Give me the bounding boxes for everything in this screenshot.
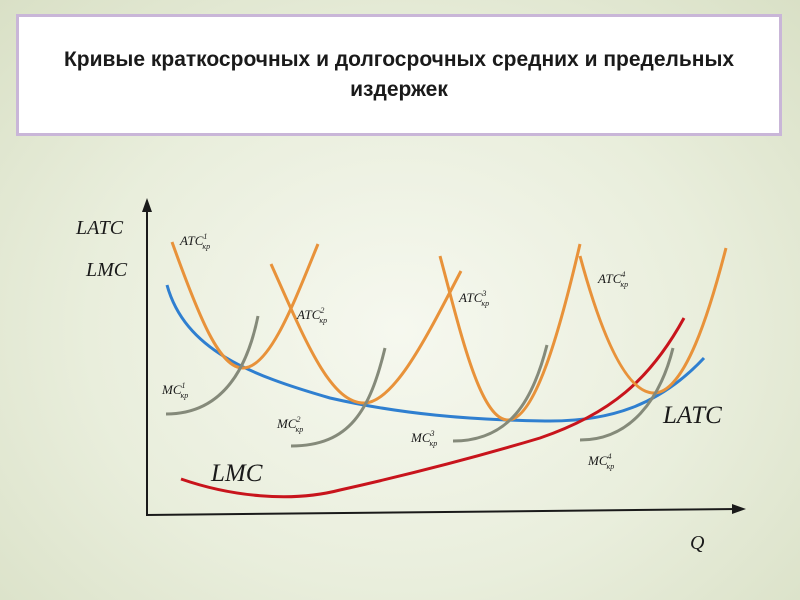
atc-curve-2 [269,263,463,405]
atc-label-4: ATC4 кр [597,270,628,289]
lmc-curve [180,317,686,499]
x-axis-label-q: Q [690,532,705,554]
y-axis-arrow [142,198,152,212]
title-box: Кривые краткосрочных и долгосрочных сред… [16,14,782,136]
atc-label-1: ATC1 кр [179,232,210,251]
x-axis-arrow [732,504,746,514]
atc-label-2: ATC2 кр [296,306,327,325]
axes [142,198,746,516]
mc-curves [165,315,675,448]
mc-label-4: MC4 кр [587,452,614,471]
y-axis-label-latc: LATC [75,217,124,239]
mc-curve-3 [452,344,549,443]
atc-curve-3 [438,243,582,422]
mc-curve-2 [290,347,387,448]
atc-label-3: ATC3 кр [458,289,489,308]
mc-curve-1 [165,315,260,416]
mc-curve-4 [579,347,675,442]
mc-label-1: MC1 кр [161,381,188,400]
slide-title: Кривые краткосрочных и долгосрочных сред… [63,48,735,101]
x-axis [145,508,739,516]
atc-curve-4 [578,247,728,395]
y-axis-label-lmc: LMC [85,259,128,281]
mc-label-3: MC3 кр [410,429,437,448]
atc-curve-1 [170,241,320,370]
latc-curve-label: LATC [662,402,722,429]
mc-label-2: MC2 кр [276,415,303,434]
lmc-curve-label: LMC [210,460,263,487]
